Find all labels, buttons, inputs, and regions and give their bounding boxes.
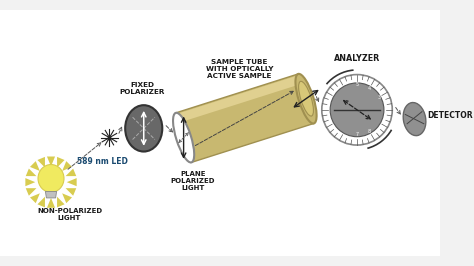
- Polygon shape: [30, 161, 40, 171]
- Ellipse shape: [173, 113, 194, 163]
- Text: 8: 8: [368, 129, 371, 134]
- Text: 589 nm LED: 589 nm LED: [77, 157, 128, 166]
- Text: DETECTOR: DETECTOR: [428, 111, 473, 120]
- Text: SAMPLE TUBE
WITH OPTICALLY
ACTIVE SAMPLE: SAMPLE TUBE WITH OPTICALLY ACTIVE SAMPLE: [206, 59, 273, 79]
- Polygon shape: [57, 197, 64, 207]
- Polygon shape: [67, 178, 77, 186]
- Polygon shape: [25, 178, 35, 186]
- Circle shape: [322, 74, 392, 145]
- Polygon shape: [46, 192, 56, 198]
- Ellipse shape: [295, 74, 317, 123]
- Ellipse shape: [403, 102, 426, 136]
- Polygon shape: [62, 193, 72, 203]
- Polygon shape: [176, 74, 314, 162]
- Text: 7: 7: [356, 132, 359, 137]
- Polygon shape: [65, 188, 76, 196]
- Polygon shape: [176, 75, 301, 123]
- Polygon shape: [62, 161, 72, 171]
- Text: 3: 3: [377, 95, 380, 100]
- Polygon shape: [30, 193, 40, 203]
- Text: 5: 5: [356, 82, 359, 87]
- Text: NON-POLARIZED
LIGHT: NON-POLARIZED LIGHT: [37, 208, 102, 221]
- Polygon shape: [26, 169, 36, 176]
- Text: 4: 4: [368, 86, 371, 91]
- Circle shape: [330, 83, 384, 137]
- Text: PLANE
POLARIZED
LIGHT: PLANE POLARIZED LIGHT: [171, 171, 215, 191]
- Polygon shape: [37, 197, 45, 207]
- Text: FIXED
POLARIZER: FIXED POLARIZER: [119, 82, 164, 95]
- Text: ANALYZER: ANALYZER: [334, 55, 380, 64]
- Polygon shape: [47, 156, 55, 167]
- Polygon shape: [26, 188, 36, 196]
- Polygon shape: [47, 198, 55, 208]
- Ellipse shape: [38, 165, 64, 192]
- Ellipse shape: [125, 105, 162, 152]
- FancyBboxPatch shape: [0, 10, 439, 256]
- Polygon shape: [65, 169, 76, 176]
- Ellipse shape: [299, 81, 313, 116]
- Polygon shape: [57, 157, 64, 168]
- Polygon shape: [37, 157, 45, 168]
